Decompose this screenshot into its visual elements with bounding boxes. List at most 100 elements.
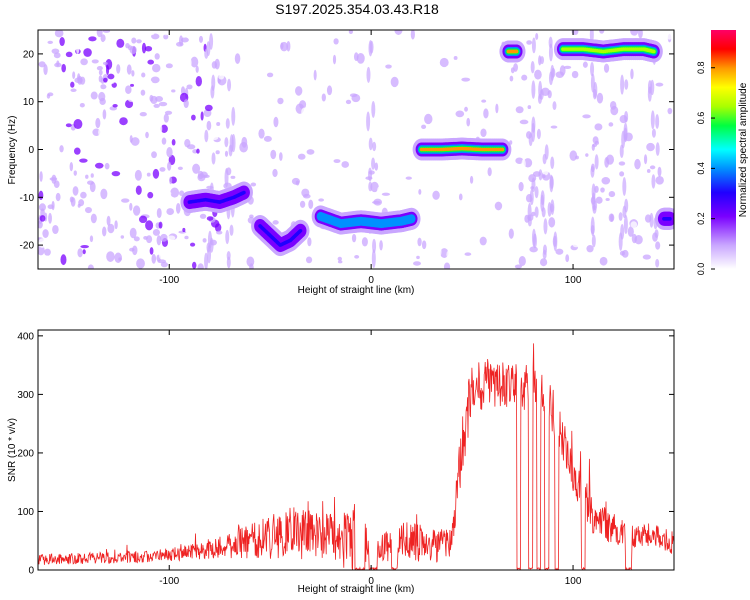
- noise-speck: [608, 122, 614, 127]
- noise-speck: [527, 105, 532, 110]
- noise-speck: [119, 117, 128, 126]
- noise-streak: [368, 167, 373, 182]
- noise-speck: [250, 182, 257, 187]
- noise-speck: [582, 114, 591, 119]
- noise-speck: [555, 71, 564, 79]
- noise-speck: [152, 168, 160, 179]
- noise-speck: [141, 72, 146, 78]
- noise-speck: [65, 123, 72, 128]
- noise-speck: [374, 162, 379, 171]
- noise-speck: [59, 145, 64, 153]
- noise-speck: [277, 97, 284, 105]
- noise-speck: [297, 153, 306, 160]
- noise-speck: [171, 89, 176, 93]
- noise-speck: [131, 70, 135, 77]
- noise-streak: [529, 189, 534, 206]
- noise-speck: [209, 135, 219, 141]
- noise-speck: [171, 138, 176, 146]
- noise-speck: [314, 174, 318, 185]
- track-blob: [500, 147, 505, 152]
- noise-streak: [543, 218, 548, 235]
- noise-speck: [84, 65, 92, 69]
- noise-speck: [125, 85, 132, 94]
- noise-speck: [487, 167, 492, 177]
- spectrogram-noise: [38, 30, 674, 269]
- noise-speck: [89, 235, 94, 243]
- noise-streak: [593, 200, 598, 211]
- noise-speck: [526, 40, 533, 45]
- colorbar-tick-label: 0.6: [696, 112, 706, 125]
- noise-speck: [83, 48, 92, 57]
- noise-streak: [550, 64, 555, 81]
- noise-speck: [515, 157, 524, 164]
- noise-streak: [225, 118, 230, 129]
- noise-speck: [139, 112, 147, 117]
- spectrogram-y-tick-label: 0: [28, 145, 34, 156]
- spectrogram-y-tick-label: 20: [23, 49, 35, 60]
- noise-speck: [100, 84, 107, 90]
- noise-speck: [412, 105, 417, 117]
- noise-speck: [646, 142, 655, 152]
- noise-speck: [186, 144, 196, 150]
- noise-speck: [521, 158, 526, 170]
- noise-speck: [479, 47, 488, 59]
- noise-speck: [104, 162, 110, 170]
- noise-streak: [225, 229, 230, 245]
- noise-speck: [49, 177, 58, 181]
- noise-speck: [413, 261, 421, 266]
- noise-streak: [618, 212, 623, 221]
- noise-speck: [619, 250, 625, 256]
- noise-speck: [220, 40, 228, 47]
- noise-speck: [105, 59, 113, 70]
- noise-speck: [609, 100, 617, 110]
- noise-speck: [560, 183, 568, 188]
- noise-speck: [508, 228, 514, 239]
- noise-speck: [114, 220, 118, 230]
- noise-speck: [445, 69, 450, 76]
- noise-speck: [189, 230, 193, 236]
- noise-speck: [140, 89, 146, 96]
- noise-speck: [453, 56, 458, 60]
- noise-speck: [126, 64, 132, 75]
- spectrogram-y-tick-label: 10: [23, 97, 35, 108]
- noise-speck: [598, 142, 607, 152]
- noise-speck: [85, 174, 89, 179]
- noise-speck: [54, 30, 64, 38]
- noise-streak: [231, 106, 236, 126]
- noise-speck: [72, 186, 79, 196]
- noise-speck: [102, 226, 107, 237]
- noise-speck: [116, 123, 122, 135]
- noise-speck: [138, 215, 148, 224]
- noise-speck: [131, 37, 137, 44]
- noise-speck: [594, 123, 603, 131]
- noise-speck: [572, 259, 579, 268]
- noise-speck: [38, 203, 46, 212]
- noise-speck: [624, 174, 634, 180]
- snr-y-tick-label: 400: [17, 331, 34, 342]
- noise-speck: [106, 215, 111, 226]
- noise-speck: [655, 82, 664, 87]
- noise-speck: [471, 110, 478, 119]
- spectrogram-x-tick-label: -100: [159, 275, 179, 286]
- noise-speck: [147, 191, 154, 199]
- noise-speck: [56, 60, 60, 67]
- noise-speck: [177, 166, 183, 170]
- noise-speck: [361, 237, 368, 247]
- noise-streak: [206, 41, 211, 57]
- noise-streak: [531, 80, 536, 99]
- noise-speck: [130, 137, 140, 146]
- noise-speck: [333, 190, 338, 197]
- noise-speck: [555, 248, 564, 255]
- noise-speck: [506, 255, 512, 261]
- noise-speck: [66, 261, 72, 269]
- noise-speck: [163, 34, 169, 40]
- noise-speck: [200, 111, 204, 121]
- noise-streak: [539, 89, 544, 100]
- noise-streak: [530, 60, 535, 74]
- noise-speck: [337, 256, 342, 261]
- noise-streak: [204, 252, 209, 269]
- noise-speck: [455, 122, 462, 133]
- noise-speck: [47, 40, 54, 44]
- noise-speck: [186, 84, 193, 90]
